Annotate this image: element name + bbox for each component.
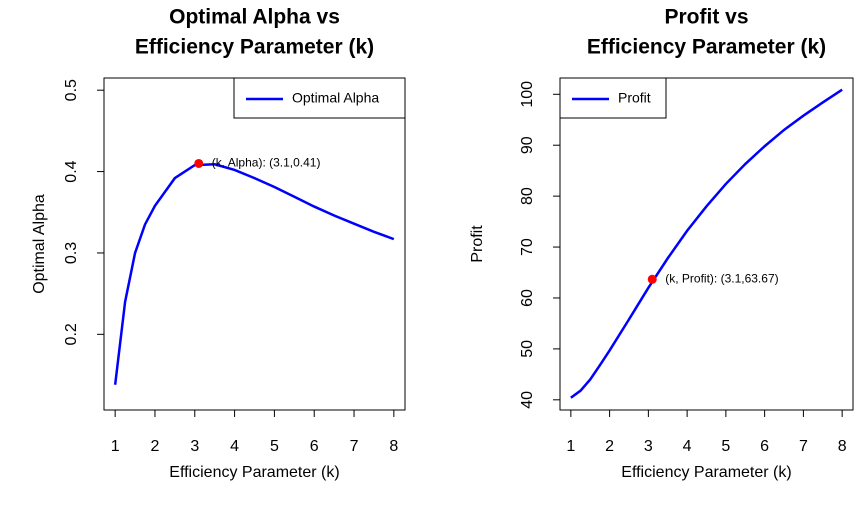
y-tick-label: 100 bbox=[519, 81, 536, 108]
y-tick-label: 0.3 bbox=[63, 242, 80, 264]
y-tick-label: 70 bbox=[519, 238, 536, 256]
chart-title: Efficiency Parameter (k) bbox=[587, 36, 826, 59]
data-line bbox=[113, 162, 395, 385]
x-tick-label: 6 bbox=[310, 438, 319, 455]
y-tick-label: 50 bbox=[519, 340, 536, 358]
x-tick-label: 7 bbox=[799, 438, 808, 455]
x-tick-label: 2 bbox=[151, 438, 160, 455]
data-line bbox=[570, 88, 843, 399]
chart-title: Profit vs bbox=[664, 6, 748, 29]
x-tick-label: 8 bbox=[389, 438, 398, 455]
y-tick-label: 90 bbox=[519, 136, 536, 154]
legend-label: Optimal Alpha bbox=[292, 90, 379, 106]
legend-label: Profit bbox=[618, 90, 651, 106]
x-axis-label: Efficiency Parameter (k) bbox=[169, 464, 339, 481]
y-tick-label: 0.2 bbox=[63, 323, 80, 345]
y-tick-label: 40 bbox=[519, 391, 536, 409]
x-axis-label: Efficiency Parameter (k) bbox=[621, 464, 791, 481]
x-tick-label: 8 bbox=[838, 438, 847, 455]
x-tick-label: 5 bbox=[721, 438, 730, 455]
y-axis-label: Optimal Alpha bbox=[31, 194, 48, 294]
point-annotation: (k, Alpha): (3.1,0.41) bbox=[212, 156, 321, 170]
x-tick-label: 1 bbox=[566, 438, 575, 455]
y-tick-label: 80 bbox=[519, 187, 536, 205]
x-tick-label: 2 bbox=[605, 438, 614, 455]
chart-title: Optimal Alpha vs bbox=[169, 6, 340, 29]
x-tick-label: 5 bbox=[270, 438, 279, 455]
x-tick-label: 6 bbox=[760, 438, 769, 455]
highlight-point bbox=[194, 158, 204, 168]
x-tick-label: 1 bbox=[111, 438, 120, 455]
y-tick-label: 0.5 bbox=[63, 79, 80, 101]
x-tick-label: 3 bbox=[644, 438, 653, 455]
x-tick-label: 4 bbox=[683, 438, 692, 455]
x-tick-label: 3 bbox=[190, 438, 199, 455]
y-tick-label: 60 bbox=[519, 289, 536, 307]
plot-frame bbox=[103, 77, 406, 411]
x-tick-label: 4 bbox=[230, 438, 239, 455]
chart-title: Efficiency Parameter (k) bbox=[135, 36, 374, 59]
point-annotation: (k, Profit): (3.1,63.67) bbox=[665, 271, 778, 285]
y-axis-label: Profit bbox=[469, 225, 486, 263]
y-tick-label: 0.4 bbox=[63, 160, 80, 182]
highlight-point bbox=[647, 274, 657, 284]
x-tick-label: 7 bbox=[350, 438, 359, 455]
